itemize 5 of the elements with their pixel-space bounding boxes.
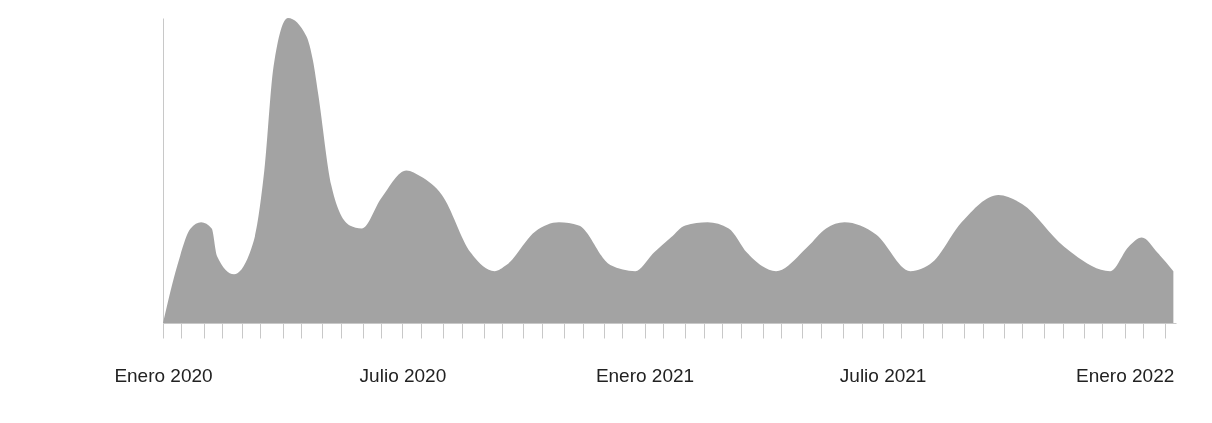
x-tick-label: Julio 2021 (839, 364, 927, 386)
x-tick-label: Julio 2020 (359, 364, 447, 386)
x-tick-label: Enero 2022 (1076, 364, 1175, 386)
x-tick-label: Enero 2020 (114, 364, 213, 386)
x-tick-label: Enero 2021 (595, 364, 695, 386)
